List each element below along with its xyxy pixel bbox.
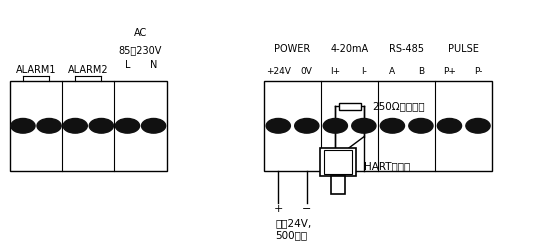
Ellipse shape bbox=[116, 119, 140, 133]
Ellipse shape bbox=[37, 119, 61, 133]
Text: +24V: +24V bbox=[266, 67, 291, 76]
Bar bbox=[10, 81, 167, 171]
Bar bbox=[264, 81, 492, 171]
Ellipse shape bbox=[323, 119, 348, 133]
Bar bbox=[339, 103, 361, 110]
Text: AC: AC bbox=[134, 28, 147, 38]
Text: P+: P+ bbox=[443, 67, 456, 76]
Ellipse shape bbox=[295, 119, 319, 133]
Text: P-: P- bbox=[474, 67, 482, 76]
Text: RS-485: RS-485 bbox=[389, 44, 424, 54]
Text: 250Ω采样电阻: 250Ω采样电阻 bbox=[372, 101, 425, 111]
Text: −: − bbox=[302, 204, 311, 214]
Text: 直浑24V,
500毫安: 直浑24V, 500毫安 bbox=[276, 219, 312, 240]
Ellipse shape bbox=[63, 119, 87, 133]
Text: 85～230V: 85～230V bbox=[119, 45, 162, 55]
Text: HART手操器: HART手操器 bbox=[364, 161, 410, 171]
Ellipse shape bbox=[266, 119, 290, 133]
Text: I-: I- bbox=[361, 67, 367, 76]
Ellipse shape bbox=[380, 119, 404, 133]
Text: ALARM2: ALARM2 bbox=[68, 65, 108, 75]
Text: 4-20mA: 4-20mA bbox=[331, 44, 369, 54]
Text: PULSE: PULSE bbox=[448, 44, 479, 54]
Text: A: A bbox=[389, 67, 395, 76]
Ellipse shape bbox=[409, 119, 433, 133]
Text: L: L bbox=[125, 60, 130, 70]
Bar bbox=[324, 150, 352, 174]
Ellipse shape bbox=[89, 119, 113, 133]
Ellipse shape bbox=[466, 119, 490, 133]
Ellipse shape bbox=[11, 119, 35, 133]
Ellipse shape bbox=[141, 119, 166, 133]
Text: 0V: 0V bbox=[301, 67, 313, 76]
Text: B: B bbox=[418, 67, 424, 76]
Text: ALARM1: ALARM1 bbox=[16, 65, 56, 75]
Bar bbox=[320, 148, 356, 176]
Ellipse shape bbox=[437, 119, 461, 133]
Text: POWER: POWER bbox=[274, 44, 311, 54]
Bar bbox=[331, 176, 345, 194]
Text: N: N bbox=[150, 60, 157, 70]
Text: +: + bbox=[273, 204, 283, 214]
Text: I+: I+ bbox=[330, 67, 340, 76]
Ellipse shape bbox=[352, 119, 376, 133]
